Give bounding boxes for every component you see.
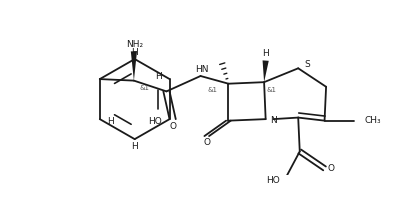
Polygon shape: [263, 60, 269, 82]
Text: O: O: [203, 138, 210, 148]
Text: &1: &1: [140, 85, 150, 91]
Polygon shape: [131, 51, 137, 81]
Text: CH₃: CH₃: [365, 116, 381, 125]
Text: NH₂: NH₂: [126, 40, 143, 49]
Text: H: H: [131, 48, 138, 57]
Text: H: H: [262, 49, 269, 58]
Text: S: S: [305, 60, 310, 69]
Text: H: H: [155, 72, 162, 81]
Text: HN: HN: [195, 65, 209, 73]
Text: HO: HO: [148, 117, 162, 126]
Text: &1: &1: [267, 87, 277, 93]
Text: N: N: [270, 116, 277, 125]
Text: &1: &1: [208, 87, 218, 93]
Text: O: O: [327, 164, 334, 173]
Text: HO: HO: [266, 176, 279, 185]
Text: H: H: [131, 142, 138, 151]
Text: O: O: [169, 122, 176, 131]
Text: H: H: [108, 117, 114, 126]
